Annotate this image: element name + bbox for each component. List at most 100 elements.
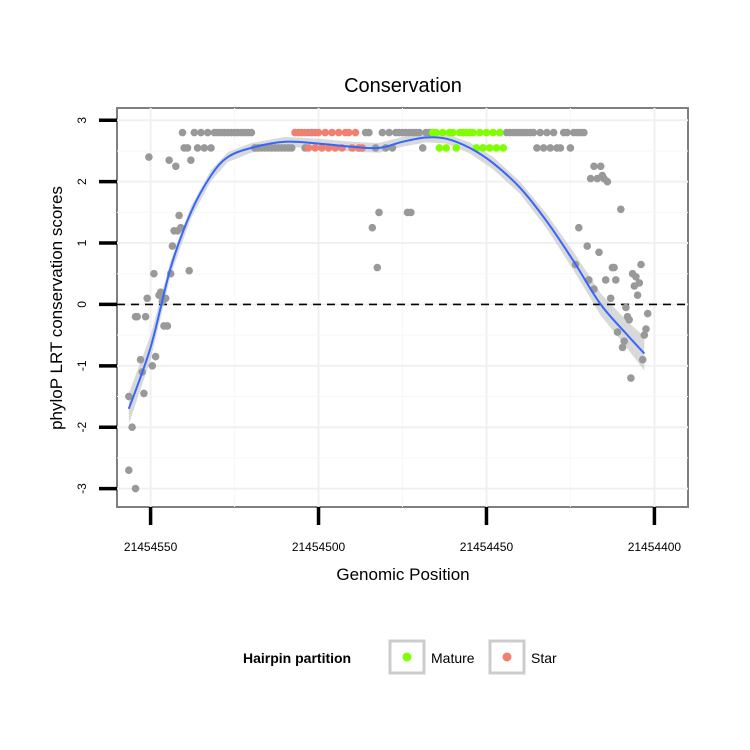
point bbox=[612, 276, 620, 284]
point bbox=[586, 174, 595, 183]
point bbox=[141, 312, 150, 321]
point bbox=[543, 128, 551, 137]
point-star bbox=[324, 144, 333, 152]
point bbox=[148, 362, 157, 370]
point bbox=[590, 162, 598, 171]
point bbox=[620, 337, 628, 346]
data-points bbox=[125, 128, 652, 493]
y-axis-label: phyloP LRT conservation scores bbox=[47, 186, 66, 430]
point bbox=[178, 128, 187, 137]
x-tick-label: 21454500 bbox=[292, 540, 346, 554]
point bbox=[156, 288, 165, 297]
point bbox=[638, 355, 647, 364]
point bbox=[596, 162, 605, 171]
point bbox=[200, 144, 209, 152]
point-star bbox=[321, 128, 330, 137]
legend-title: Hairpin partition bbox=[243, 650, 351, 666]
point bbox=[163, 322, 172, 330]
point-star bbox=[345, 128, 353, 137]
point bbox=[373, 263, 382, 272]
legend-label-mature: Mature bbox=[431, 650, 475, 666]
point bbox=[185, 266, 193, 275]
point bbox=[187, 156, 195, 164]
point bbox=[175, 211, 183, 220]
point bbox=[642, 325, 650, 333]
point-mature bbox=[489, 128, 498, 137]
point bbox=[150, 269, 158, 278]
point-star bbox=[328, 128, 336, 137]
point bbox=[640, 331, 649, 339]
point bbox=[613, 328, 622, 336]
y-tick-label: -3 bbox=[75, 483, 89, 494]
point bbox=[580, 128, 588, 137]
point-star bbox=[318, 144, 326, 152]
point bbox=[533, 144, 541, 152]
point bbox=[125, 392, 133, 401]
point bbox=[622, 303, 630, 312]
grid-lines bbox=[117, 108, 688, 507]
point-mature bbox=[469, 128, 477, 137]
point bbox=[378, 128, 387, 137]
point-star bbox=[351, 128, 360, 137]
x-tick-label: 21454450 bbox=[460, 540, 514, 554]
y-tick-label: 1 bbox=[75, 239, 89, 246]
point-mature bbox=[492, 144, 501, 152]
point-star bbox=[314, 128, 323, 137]
chart-title: Conservation bbox=[344, 75, 462, 97]
y-tick-label: -2 bbox=[75, 422, 89, 433]
point bbox=[190, 128, 199, 137]
point-mature bbox=[452, 144, 461, 152]
point bbox=[546, 144, 555, 152]
x-axis-label: Genomic Position bbox=[336, 565, 469, 584]
point bbox=[539, 144, 548, 152]
point bbox=[643, 309, 652, 318]
point bbox=[136, 355, 145, 364]
point-mature bbox=[432, 128, 440, 137]
point bbox=[131, 484, 140, 493]
point bbox=[247, 128, 256, 137]
point bbox=[368, 223, 377, 232]
legend-dot-star bbox=[502, 652, 512, 662]
x-tick-label: 21454550 bbox=[124, 540, 178, 554]
point bbox=[610, 263, 618, 272]
point-mature bbox=[482, 128, 491, 137]
point bbox=[183, 144, 192, 152]
point bbox=[151, 352, 160, 361]
point-mature bbox=[449, 128, 457, 137]
smooth-curve-line bbox=[127, 136, 646, 410]
point-star bbox=[304, 144, 313, 152]
point-mature bbox=[476, 128, 484, 137]
point bbox=[172, 162, 180, 171]
point bbox=[133, 312, 141, 321]
point bbox=[407, 208, 415, 217]
point bbox=[637, 260, 645, 269]
point bbox=[595, 248, 603, 257]
point bbox=[365, 128, 373, 137]
legend: Hairpin partition Mature Star bbox=[243, 639, 557, 675]
point bbox=[606, 294, 615, 303]
point-star bbox=[301, 128, 309, 137]
point bbox=[603, 177, 612, 186]
y-tick-label: 0 bbox=[75, 301, 89, 308]
point-mature bbox=[486, 144, 494, 152]
point-star bbox=[308, 128, 316, 137]
point bbox=[529, 128, 538, 137]
point bbox=[635, 279, 644, 287]
point bbox=[125, 466, 133, 475]
legend-dot-mature bbox=[402, 652, 412, 662]
point bbox=[385, 128, 393, 137]
point bbox=[287, 144, 296, 152]
point-mature bbox=[439, 128, 447, 137]
point bbox=[549, 128, 558, 137]
point-mature bbox=[442, 144, 451, 152]
point bbox=[618, 343, 627, 352]
y-tick-label: 3 bbox=[75, 117, 89, 124]
point-mature bbox=[499, 144, 508, 152]
point-star bbox=[334, 128, 343, 137]
x-tick-label: 21454400 bbox=[628, 540, 682, 554]
point bbox=[140, 389, 148, 398]
smooth-curve bbox=[127, 136, 646, 410]
point bbox=[575, 223, 583, 232]
point bbox=[617, 205, 625, 214]
point bbox=[633, 291, 642, 300]
